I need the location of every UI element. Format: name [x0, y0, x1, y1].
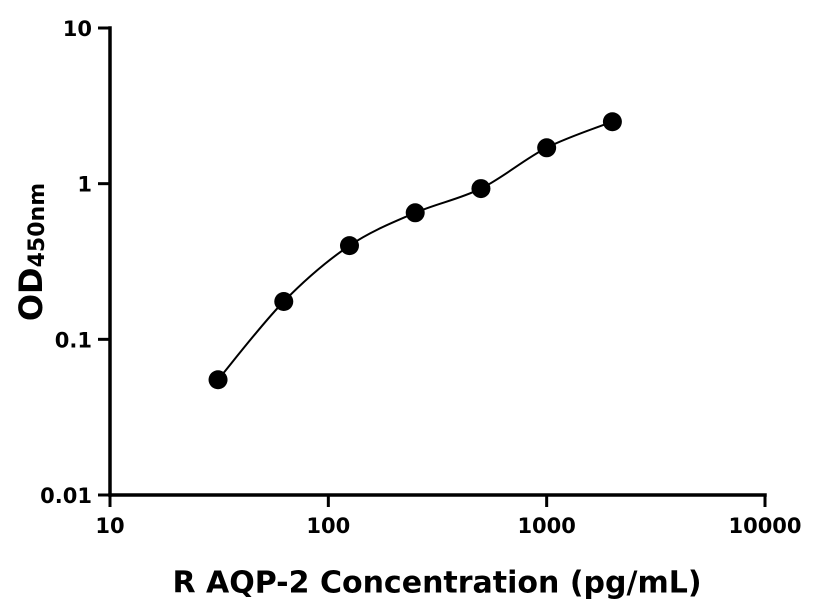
x-axis-title: R AQP-2 Concentration (pg/mL) — [172, 565, 702, 601]
data-point — [208, 370, 228, 390]
data-point — [405, 203, 425, 223]
y-axis-title-sub: 450nm — [25, 182, 50, 268]
data-point — [274, 292, 294, 312]
x-tick-label: 1000 — [517, 514, 575, 538]
y-tick-label: 0.01 — [40, 484, 92, 508]
y-tick-label: 10 — [63, 17, 92, 41]
data-point — [537, 138, 557, 158]
x-tick-label: 10000 — [728, 514, 801, 538]
y-axis-title: OD450nm — [12, 183, 50, 321]
y-tick-label: 1 — [77, 173, 92, 197]
y-tick-label: 0.1 — [55, 328, 92, 352]
fit-curve — [217, 120, 613, 381]
data-point — [339, 236, 359, 256]
x-tick-label: 10 — [95, 514, 124, 538]
y-axis-title-main: OD — [12, 267, 50, 322]
data-point — [471, 179, 491, 199]
x-tick-label: 100 — [306, 514, 350, 538]
data-point — [602, 112, 622, 132]
